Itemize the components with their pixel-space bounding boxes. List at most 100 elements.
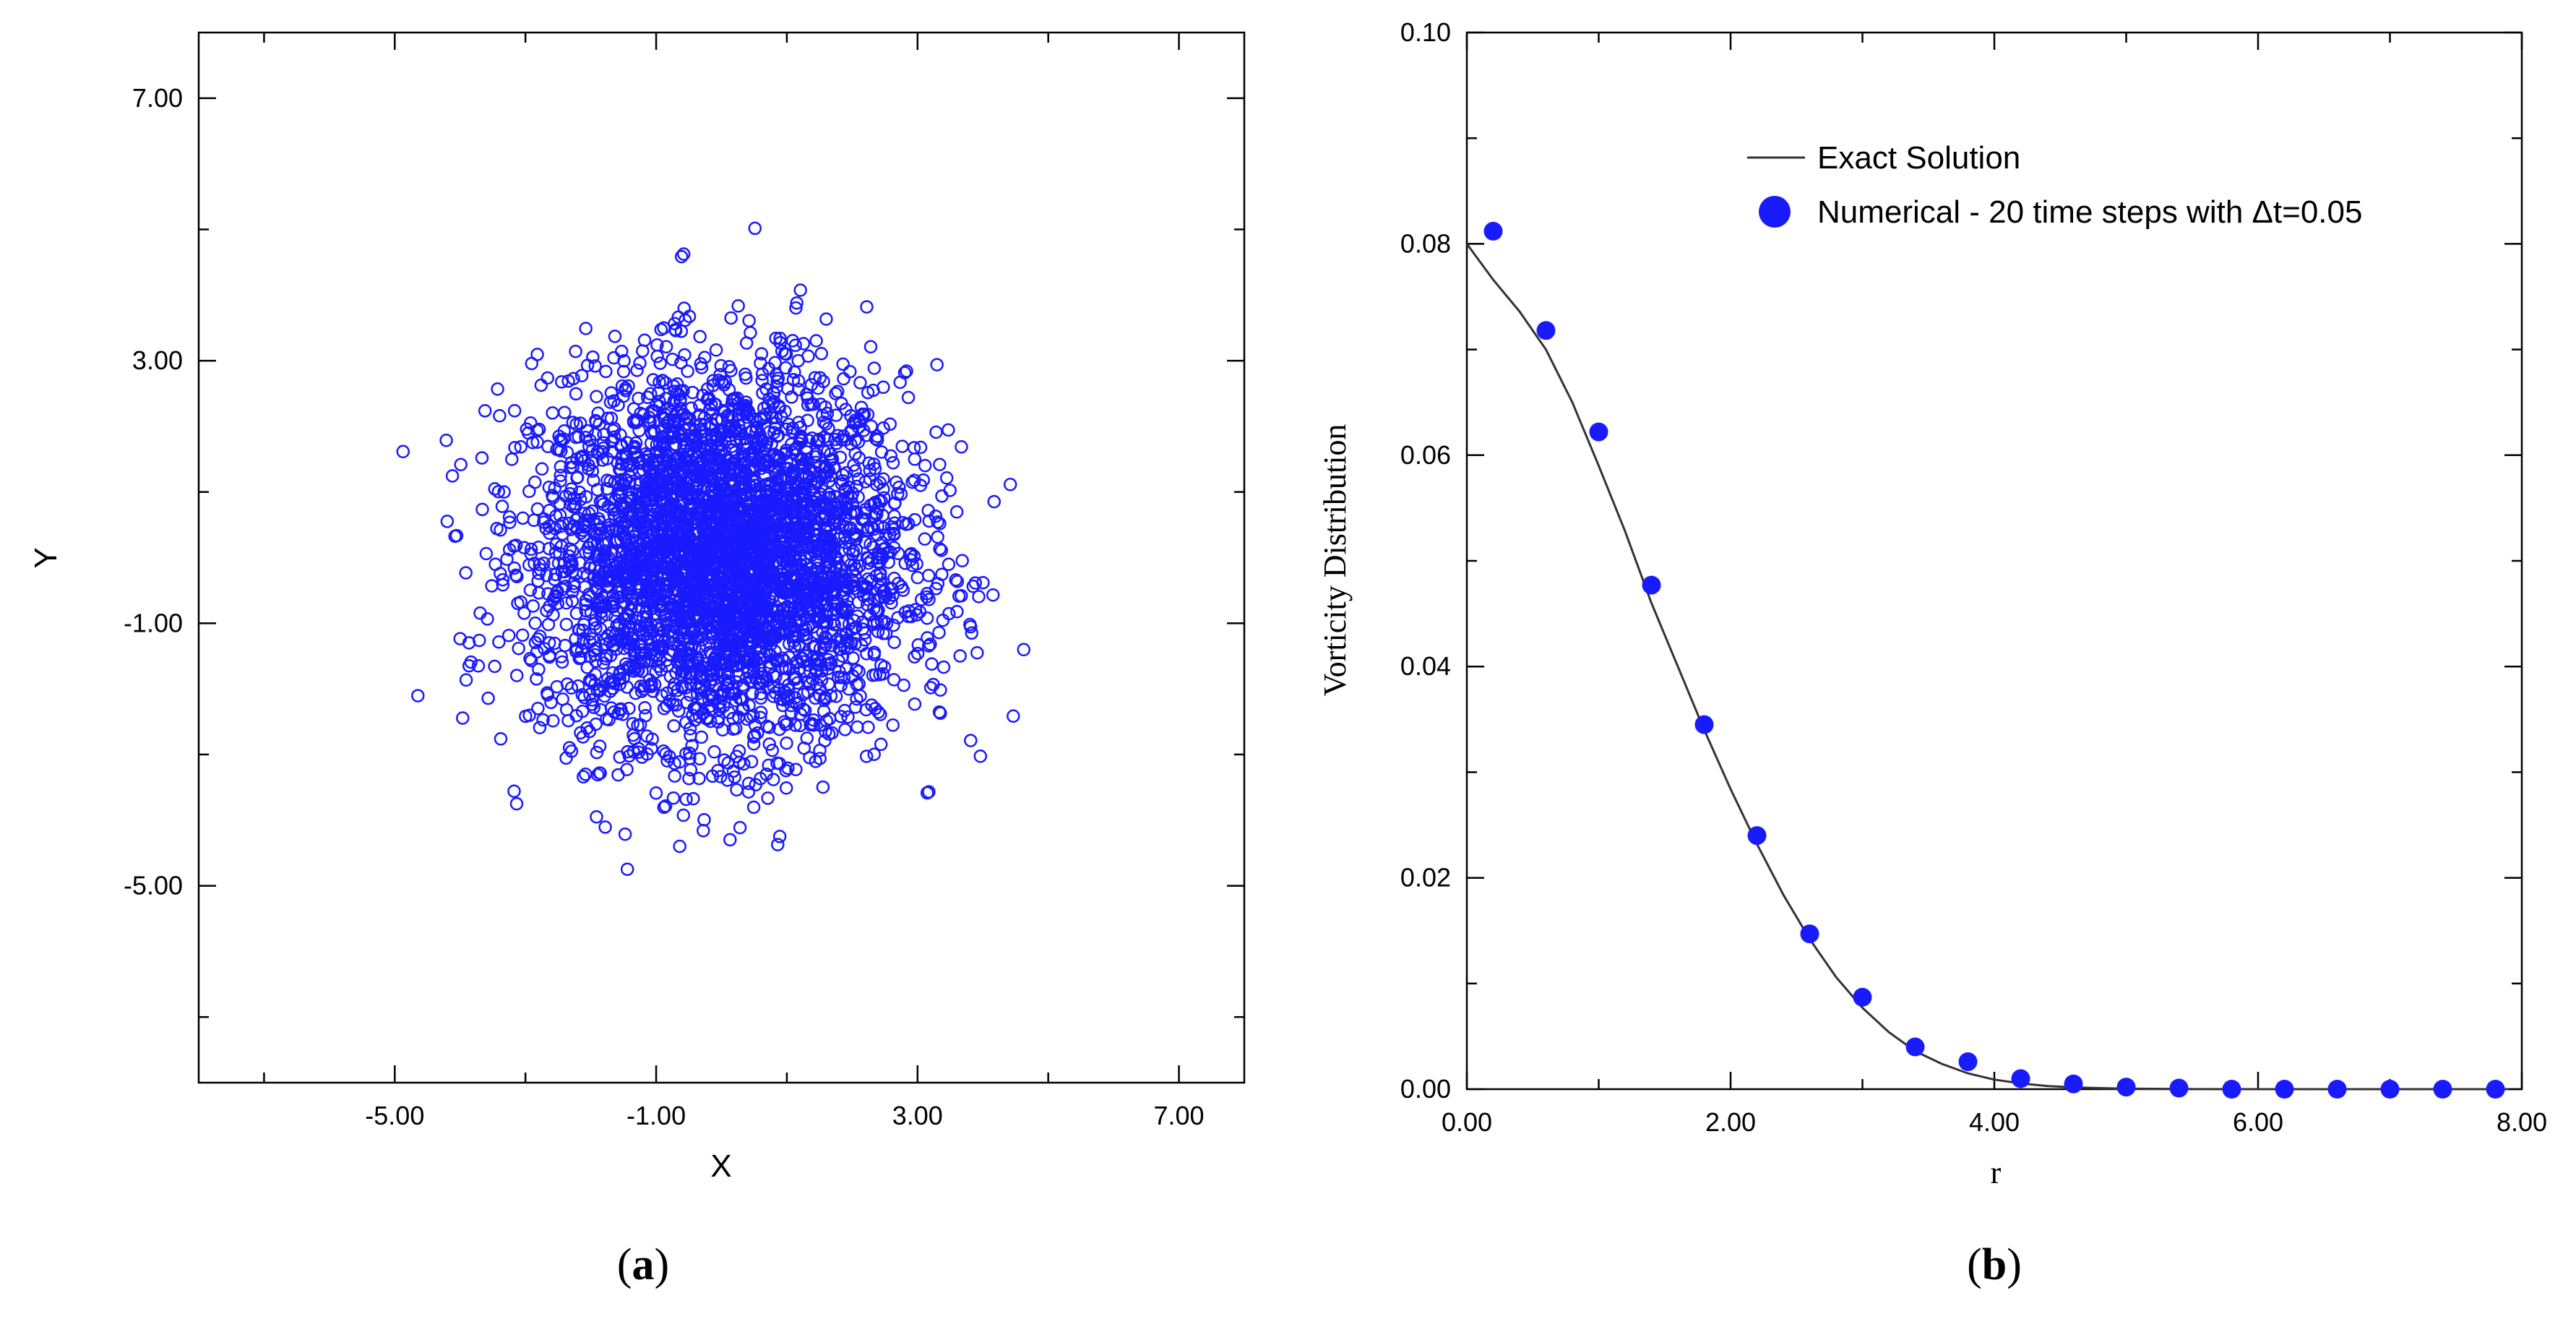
scatter-point [765, 743, 780, 757]
scatter-point [600, 649, 613, 663]
scatter-point [859, 749, 874, 763]
scatter-point [779, 718, 793, 731]
scatter-point [921, 631, 934, 645]
scatter-point [744, 326, 757, 340]
scatter-point [590, 809, 603, 824]
scatter-point [734, 541, 748, 554]
scatter-point [640, 390, 655, 405]
scatter-point [558, 405, 572, 419]
plot-area-frame [197, 31, 1246, 1084]
scatter-point [607, 593, 621, 607]
scatter-point [807, 465, 821, 479]
scatter-point [908, 650, 921, 664]
scatter-point [714, 770, 728, 783]
scatter-point [922, 785, 936, 799]
scatter-point [439, 434, 453, 447]
scatter-point [831, 429, 845, 443]
scatter-point [867, 648, 882, 661]
scatter-point [478, 404, 492, 418]
scatter-point [668, 757, 681, 770]
scatter-point [887, 635, 901, 649]
scatter-point [644, 486, 658, 501]
scatter-point [723, 833, 737, 847]
scatter-point [559, 579, 573, 593]
scatter-point [668, 575, 681, 589]
scatter-point [764, 546, 778, 561]
scatter-point [593, 739, 607, 753]
scatter-point [508, 441, 522, 455]
scatter-point [777, 693, 791, 707]
scatter-point [514, 595, 527, 609]
scatter-point [707, 530, 720, 544]
numerical-marker [2275, 1080, 2294, 1099]
scatter-point [846, 416, 861, 430]
scatter-point [675, 645, 689, 658]
scatter-point [666, 424, 680, 438]
scatter-point [683, 752, 697, 765]
scatter-point [492, 635, 506, 649]
scatter-point [788, 365, 801, 379]
scatter-point [515, 628, 530, 643]
scatter-point [848, 464, 862, 478]
scatter-point [613, 428, 627, 442]
scatter-point [507, 404, 522, 418]
scatter-point [755, 553, 770, 567]
scatter-point [569, 344, 582, 358]
scatter-point [860, 647, 874, 661]
scatter-point [764, 564, 778, 579]
scatter-point [702, 559, 716, 573]
scatter-point [732, 744, 746, 758]
scatter-point [891, 577, 905, 590]
scatter-point [751, 726, 764, 740]
y-tick-label: 0.00 [1400, 1074, 1451, 1104]
scatter-point [744, 425, 758, 439]
scatter-point [593, 703, 608, 717]
scatter-point [497, 485, 511, 499]
scatter-point [973, 749, 988, 763]
scatter-point [660, 580, 673, 593]
y-axis-title: Vorticity Distribution [1317, 424, 1353, 697]
scatter-point [841, 635, 855, 649]
scatter-point [835, 477, 849, 491]
scatter-point [942, 423, 955, 437]
scatter-point [507, 784, 521, 798]
scatter-point [599, 364, 613, 379]
scatter-point [481, 612, 494, 626]
scatter-point [567, 371, 580, 386]
scatter-point [569, 430, 583, 444]
scatter-point [692, 507, 705, 521]
scatter-point [632, 500, 645, 515]
scatter-point [822, 677, 835, 691]
scatter-point [847, 458, 861, 472]
scatter-point [658, 799, 673, 813]
scatter-point [778, 469, 793, 483]
scatter-point [861, 523, 874, 537]
scatter-point [786, 468, 801, 481]
scatter-point [694, 730, 709, 744]
scatter-point [782, 609, 796, 624]
scatter-point [501, 628, 516, 643]
scatter-point [770, 374, 784, 388]
scatter-point [611, 398, 625, 412]
numerical-marker [2486, 1080, 2505, 1099]
scatter-point [830, 490, 844, 504]
scatter-point [686, 791, 700, 806]
scatter-point [692, 752, 707, 766]
scatter-point [767, 613, 780, 627]
scatter-point [766, 668, 780, 682]
scatter-point [632, 391, 645, 405]
scatter-point [633, 356, 647, 370]
scatter-point [817, 416, 831, 429]
scatter-point [824, 656, 838, 670]
scatter-point [872, 494, 886, 508]
scatter-point [548, 481, 562, 495]
numerical-marker [2327, 1080, 2347, 1099]
scatter-point [850, 692, 863, 706]
scatter-point [964, 734, 978, 747]
scatter-point [850, 609, 865, 623]
scatter-point [659, 466, 673, 481]
scatter-point [931, 530, 944, 544]
scatter-point [731, 710, 746, 724]
scatter-point [564, 455, 579, 470]
scatter-point [569, 645, 583, 658]
